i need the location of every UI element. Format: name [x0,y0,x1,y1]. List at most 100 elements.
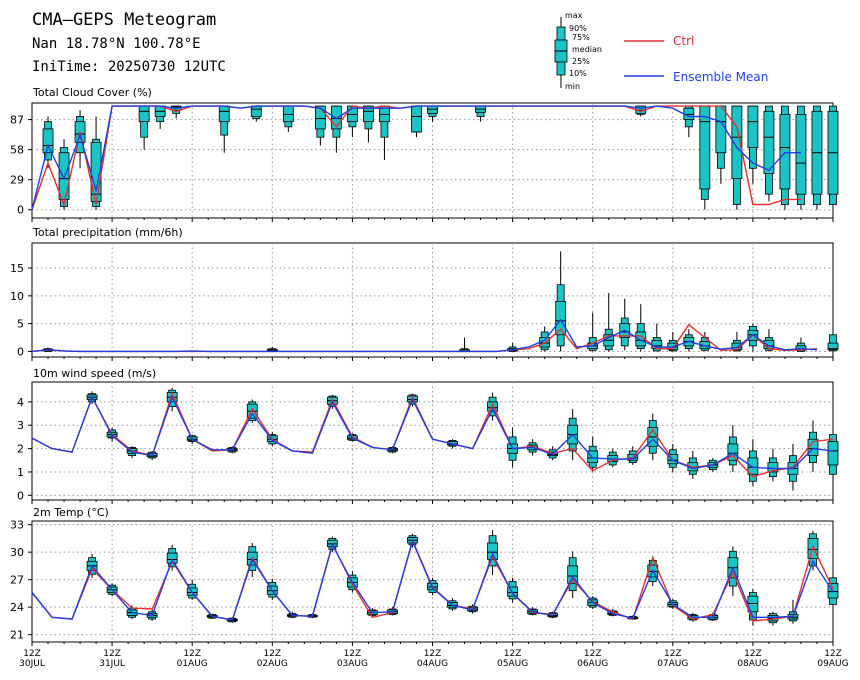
box-inner [330,105,342,130]
y-tick-label: 0 [17,489,24,502]
box-inner [635,331,647,347]
y-tick-label: 2 [17,443,24,456]
box-inner [827,441,839,466]
ensemble-box [731,105,743,210]
legend-box-label: max [565,11,583,20]
box-inner [715,105,727,154]
box-inner [314,105,326,130]
box-inner [507,586,519,597]
y-tick-label: 0 [17,204,24,217]
meteogram-title: CMA—GEPS Meteogram [32,10,216,30]
box-inner [747,457,759,475]
y-tick-label: 33 [10,519,24,532]
y-tick-label: 15 [10,262,24,275]
ensemble-box [246,399,258,423]
panel-4: 2m Temp (°C) 21 24 27 30 33 [10,506,839,646]
ensemble-box [507,577,519,603]
x-tick-hour: 12Z [504,649,522,659]
location-label: Nan 18.78°N 100.78°E [32,36,201,52]
y-tick-label: 10 [10,290,24,303]
ensemble-box [346,105,358,138]
ensemble-box [314,105,326,146]
x-tick-date: 05AUG [497,659,528,669]
header: CMA—GEPS Meteogram Nan 18.78°N 100.78°E … [32,10,226,75]
box-inner [138,105,150,123]
ensemble-mean-line [31,105,801,210]
x-tick-hour: 12Z [584,649,602,659]
box-inner [731,105,743,180]
box-inner [795,113,807,195]
x-tick-date: 08AUG [737,659,768,669]
ensemble-box [379,105,390,160]
y-tick-label: 87 [10,114,24,127]
legend-box-label: 75% [572,33,590,42]
ensemble-mean-line [31,395,834,470]
x-tick-hour: 12Z [23,649,41,659]
x-tick-hour: 12Z [664,649,682,659]
box-inner [699,105,711,190]
panel-title: Total precipitation (mm/6h) [32,226,183,239]
x-tick-date: 07AUG [657,659,688,669]
box-inner [487,401,498,412]
x-tick-date: 06AUG [577,659,608,669]
x-tick-date: 04AUG [417,659,448,669]
ensemble-box [699,105,711,210]
panel-title: 2m Temp (°C) [33,506,109,519]
legend: max 90%75% median 25% 10% min Ctrl Ensemble Mea… [554,11,768,91]
ensemble-box [779,105,791,210]
x-tick-hour: 12Z [263,649,281,659]
ensemble-box [555,251,567,352]
y-tick-label: 30 [10,546,24,559]
panels: Total Cloud Cover (%) 0 29 58 87 Total precip… [10,86,839,646]
box-inner [42,128,54,154]
box-inner [555,300,567,336]
panel-3: 10m wind speed (m/s) 0 1 2 3 4 [17,367,839,504]
ensemble-box [827,326,839,352]
box-inner [363,105,374,123]
ensemble-box [827,425,839,482]
ensemble-box [727,425,739,472]
ensemble-box [811,105,823,210]
ensemble-box [603,293,615,352]
x-tick-hour: 12Z [344,649,362,659]
init-time-label: IniTime: 20250730 12UTC [32,59,226,75]
box-inner [587,450,599,464]
box-inner [250,105,262,117]
legend-ctrl-label: Ctrl [673,34,694,48]
ensemble-box [567,551,579,598]
box-inner [567,565,579,584]
y-tick-label: 0 [17,345,24,358]
box-inner [487,542,498,560]
x-tick-date: 30JUL [19,659,45,669]
legend-box-label: 90% [569,24,587,33]
ensemble-box [763,105,775,202]
ensemble-box [58,139,70,210]
ensemble-box [363,105,374,143]
ensemble-box [747,105,759,184]
panel-2: Total precipitation (mm/6h) 0 5 10 15 [10,226,839,361]
x-tick-date: 09AUG [817,659,848,669]
x-tick-hour: 12Z [744,649,762,659]
box-inner [683,107,695,120]
panel-title: 10m wind speed (m/s) [33,367,156,380]
y-tick-label: 1 [17,466,24,479]
box-inner [411,105,422,133]
panel-title: Total Cloud Cover (%) [32,86,152,99]
box-inner [747,105,759,148]
y-tick-label: 24 [10,601,24,614]
legend-box-label: 25% [572,57,590,66]
x-tick-hour: 12Z [103,649,121,659]
box-inner [779,113,791,190]
y-tick-label: 5 [17,318,24,331]
legend-mean-label: Ensemble Mean [673,70,768,84]
ensemble-box [647,413,659,461]
box-inner [727,443,739,461]
y-tick-label: 21 [10,629,24,642]
box-inner [427,105,438,114]
ensemble-box [411,105,422,138]
x-tick-date: 01AUG [177,659,208,669]
box-inner [827,342,839,351]
ensemble-box [795,105,807,210]
